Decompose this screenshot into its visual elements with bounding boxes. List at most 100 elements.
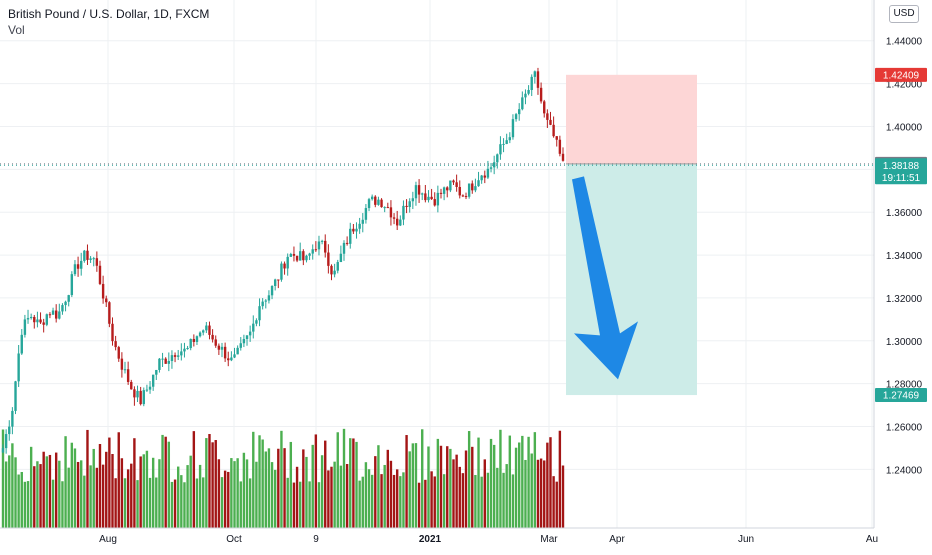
candle-body-14 (45, 314, 48, 325)
candle-body-55 (173, 355, 177, 357)
volume-bar-143 (449, 448, 452, 528)
volume-bar-87 (273, 469, 277, 528)
volume-bar-100 (314, 434, 318, 528)
candle-body-133 (417, 185, 421, 195)
currency-badge[interactable]: USD (889, 5, 919, 23)
volume-bar-78 (245, 459, 249, 528)
candle-body-128 (402, 205, 405, 220)
volume-bar-107 (336, 432, 339, 528)
volume-bar-124 (389, 460, 393, 528)
candle-body-80 (252, 323, 255, 332)
volume-bar-152 (477, 437, 480, 528)
candle-body-31 (98, 265, 102, 284)
candle-body-98 (308, 253, 311, 256)
candle-body-11 (36, 319, 39, 323)
volume-bar-84 (264, 451, 267, 528)
candle-body-116 (364, 208, 368, 220)
volume-bar-175 (549, 437, 552, 528)
candle-body-152 (477, 180, 480, 187)
volume-bar-10 (33, 466, 36, 528)
candle-body-32 (101, 283, 105, 299)
volume-bar-57 (180, 475, 183, 528)
candle-body-149 (467, 183, 471, 197)
candle-body-60 (189, 338, 192, 349)
candle-body-122 (383, 207, 386, 209)
candle-body-136 (427, 196, 430, 201)
volume-bar-133 (417, 482, 421, 528)
candle-body-119 (374, 196, 377, 205)
volume-bar-89 (280, 430, 283, 528)
candle-body-58 (183, 348, 186, 352)
candle-body-53 (167, 360, 171, 364)
volume-bar-52 (164, 436, 167, 528)
volume-bar-77 (242, 452, 246, 528)
volume-indicator-label[interactable]: Vol (8, 23, 25, 37)
candle-body-74 (233, 354, 236, 358)
candle-body-61 (192, 338, 196, 342)
volume-bar-111 (349, 438, 352, 528)
volume-bar-93 (292, 482, 296, 528)
symbol-title: British Pound / U.S. Dollar, 1D, FXCM (8, 7, 210, 21)
volume-bar-112 (352, 438, 355, 528)
candle-body-147 (461, 195, 465, 197)
candle-body-64 (202, 330, 205, 333)
volume-bar-165 (518, 442, 521, 528)
volume-bar-169 (530, 453, 533, 528)
volume-bar-85 (267, 448, 271, 528)
down-arrow-shape (572, 176, 638, 380)
volume-bar-159 (499, 429, 502, 528)
volume-bar-98 (308, 481, 311, 528)
volume-bar-146 (458, 466, 461, 528)
volume-bar-119 (374, 456, 377, 528)
candle-body-35 (111, 323, 114, 342)
volume-bar-109 (342, 428, 346, 528)
candle-body-51 (161, 358, 164, 360)
volume-bar-126 (395, 469, 399, 528)
volume-bar-79 (248, 478, 252, 528)
volume-bar-67 (211, 442, 214, 528)
volume-bar-144 (452, 459, 455, 528)
volume-bar-65 (205, 438, 208, 528)
price-label-last: 1.38188 (883, 161, 920, 172)
candle-body-40 (126, 369, 130, 382)
candle-body-124 (389, 207, 393, 218)
volume-bar-106 (333, 461, 336, 528)
candle-body-49 (155, 369, 158, 375)
candle-body-131 (411, 198, 415, 202)
candle-body-109 (342, 242, 346, 254)
volume-bar-75 (236, 458, 239, 528)
volume-bar-50 (158, 459, 161, 528)
price-tick-2: 1.40000 (886, 122, 923, 133)
candle-body-83 (261, 301, 264, 307)
volume-bar-33 (105, 451, 108, 528)
candle-body-177 (555, 136, 558, 140)
time-axis: Aug Oct 9 2021 Mar Apr Jun Au (0, 527, 878, 545)
candle-body-41 (130, 381, 133, 390)
time-tick-2: 9 (313, 534, 319, 545)
candle-body-105 (330, 265, 333, 275)
candle-body-79 (248, 331, 252, 336)
volume-bar-42 (133, 438, 136, 528)
candle-body-153 (480, 175, 483, 181)
volume-bar-14 (45, 456, 48, 528)
volume-bar-66 (208, 434, 211, 528)
candle-body-59 (186, 348, 189, 350)
volume-bar-90 (283, 448, 286, 528)
candle-body-151 (474, 186, 477, 191)
candle-body-103 (324, 240, 327, 253)
candle-body-111 (349, 228, 352, 244)
candle-body-12 (39, 319, 42, 323)
candle-body-69 (217, 345, 221, 350)
volume-bar-49 (155, 477, 158, 528)
volume-bar-15 (48, 454, 52, 528)
volume-bar-101 (317, 482, 321, 528)
volume-bar-53 (167, 441, 171, 528)
candle-body-89 (280, 263, 283, 280)
volume-bar-23 (73, 448, 77, 528)
volume-bar-171 (536, 459, 540, 528)
volume-bar-6 (20, 471, 23, 528)
candle-body-28 (89, 258, 92, 260)
candle-body-170 (533, 71, 537, 77)
